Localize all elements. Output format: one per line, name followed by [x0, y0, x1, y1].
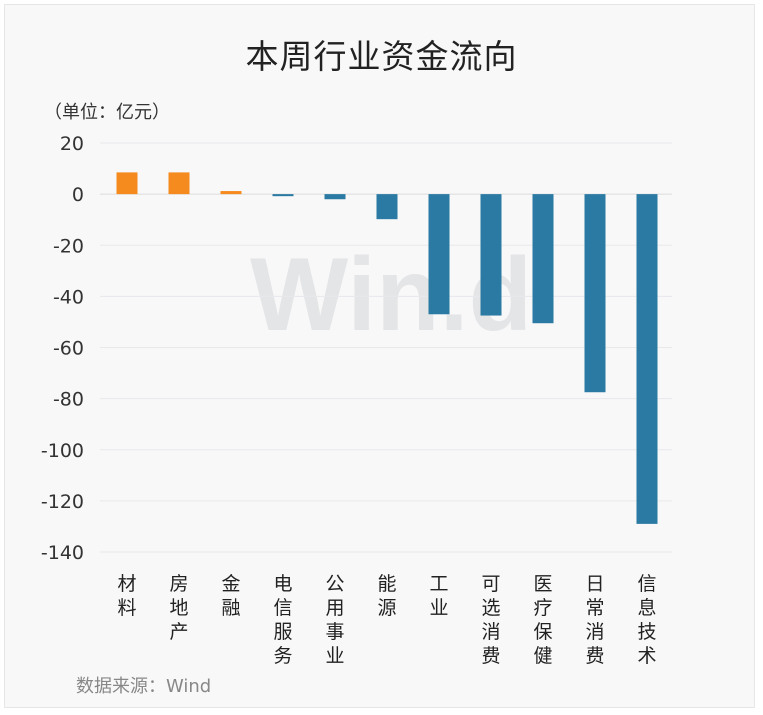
bar — [220, 191, 242, 195]
category-label-char: 地 — [169, 597, 188, 619]
category-label-char: 常 — [585, 597, 604, 619]
category-label-char: 技 — [637, 621, 656, 643]
y-tick-label: -80 — [53, 389, 84, 411]
bar — [116, 172, 138, 195]
category-label-char: 业 — [429, 597, 448, 619]
category-label-char: 费 — [585, 645, 604, 667]
bar — [584, 194, 606, 393]
category-label-char: 健 — [533, 645, 552, 667]
bar — [324, 194, 346, 200]
category-label-char: 可 — [481, 573, 500, 595]
category-label-char: 费 — [481, 645, 500, 667]
bar — [272, 194, 294, 197]
category-label-char: 信 — [273, 597, 292, 619]
bars — [116, 172, 658, 524]
category-label-char: 用 — [325, 597, 344, 619]
category-label-char: 产 — [169, 621, 188, 643]
category-label-char: 公 — [325, 573, 344, 595]
category-label-char: 业 — [325, 645, 344, 667]
category-label-char: 术 — [637, 645, 656, 667]
bar — [376, 194, 398, 220]
category-label-char: 务 — [273, 645, 292, 667]
category-label-char: 消 — [585, 621, 604, 643]
category-label-char: 消 — [481, 621, 500, 643]
category-label-char: 房 — [169, 573, 188, 595]
y-tick-label: -120 — [41, 491, 84, 513]
bar — [428, 194, 450, 315]
category-label-char: 材 — [117, 573, 136, 595]
bar — [532, 194, 554, 324]
y-tick-label: -40 — [53, 286, 84, 308]
y-tick-label: 20 — [60, 133, 84, 155]
source-note: 数据来源：Wind — [76, 676, 212, 697]
bar — [636, 194, 658, 524]
category-label-char: 电 — [273, 573, 292, 595]
bar — [168, 172, 190, 195]
y-tick-label: -60 — [53, 338, 84, 360]
category-label-char: 能 — [377, 573, 396, 595]
category-label-char: 医 — [533, 573, 552, 595]
category-label-char: 服 — [273, 621, 292, 643]
chart-card — [4, 4, 755, 708]
chart-title: 本周行业资金流向 — [245, 37, 518, 76]
category-label-char: 息 — [637, 597, 656, 619]
y-tick-label: -100 — [41, 440, 84, 462]
unit-label: （单位：亿元） — [44, 102, 170, 123]
category-label-char: 源 — [377, 597, 396, 619]
bar — [480, 194, 502, 316]
category-label-char: 日 — [585, 573, 604, 595]
y-axis-ticks: 20 0 -20 -40 -60 -80 -100 -120 -140 — [41, 133, 84, 564]
y-tick-label: -20 — [53, 235, 84, 257]
category-label-char: 事 — [325, 621, 344, 643]
category-label-char: 保 — [533, 621, 552, 643]
category-label-char: 料 — [117, 597, 136, 619]
category-label-char: 金 — [221, 573, 240, 595]
category-label-char: 工 — [429, 573, 448, 595]
category-label-char: 选 — [481, 597, 500, 619]
category-label-char: 融 — [221, 597, 240, 619]
category-label-char: 信 — [637, 573, 656, 595]
y-tick-label: 0 — [72, 184, 84, 206]
y-tick-label: -140 — [41, 542, 84, 564]
category-label-char: 疗 — [533, 597, 552, 619]
